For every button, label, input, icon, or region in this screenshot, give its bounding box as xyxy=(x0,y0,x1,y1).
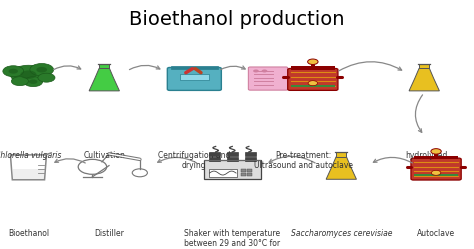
Polygon shape xyxy=(336,152,346,157)
Circle shape xyxy=(3,66,24,77)
Text: Shaker with temperature
between 29 and 30°C for
alcoholic fermentation: Shaker with temperature between 29 and 3… xyxy=(184,229,280,249)
Circle shape xyxy=(308,59,318,64)
Circle shape xyxy=(20,70,36,79)
FancyBboxPatch shape xyxy=(411,158,461,180)
Bar xyxy=(209,157,220,161)
Bar xyxy=(227,157,238,161)
Circle shape xyxy=(24,77,43,87)
Polygon shape xyxy=(326,157,356,179)
Circle shape xyxy=(431,170,441,175)
Bar xyxy=(434,153,438,156)
Bar xyxy=(171,66,218,69)
Circle shape xyxy=(36,67,47,72)
Circle shape xyxy=(38,73,55,82)
Bar xyxy=(209,169,237,177)
Bar xyxy=(291,85,335,87)
Circle shape xyxy=(30,63,54,76)
Polygon shape xyxy=(419,64,429,68)
Text: Autoclave: Autoclave xyxy=(417,229,455,238)
Bar xyxy=(311,64,315,66)
Text: Pre-treatment:
Ultrasound and autoclave: Pre-treatment: Ultrasound and autoclave xyxy=(254,151,353,170)
Circle shape xyxy=(308,81,318,86)
Bar xyxy=(241,173,246,176)
Text: hydrolyzed: hydrolyzed xyxy=(405,151,448,160)
Bar xyxy=(291,66,335,70)
Text: Cultivation: Cultivation xyxy=(83,151,125,160)
Bar xyxy=(245,152,256,156)
Circle shape xyxy=(11,77,28,86)
FancyBboxPatch shape xyxy=(248,67,288,90)
Bar xyxy=(247,173,252,176)
Text: Bioethanol production: Bioethanol production xyxy=(129,10,345,29)
Bar xyxy=(241,169,246,172)
Polygon shape xyxy=(99,64,109,68)
Polygon shape xyxy=(409,68,439,91)
Text: Centrifugation and
drying: Centrifugation and drying xyxy=(158,151,230,170)
Bar xyxy=(180,74,209,80)
Circle shape xyxy=(10,65,46,84)
Bar xyxy=(204,160,261,161)
Circle shape xyxy=(262,69,267,72)
Circle shape xyxy=(9,69,18,74)
Circle shape xyxy=(29,79,37,84)
Bar xyxy=(227,152,238,156)
Text: Bioethanol: Bioethanol xyxy=(8,229,49,238)
Text: Distiller: Distiller xyxy=(94,229,124,238)
Circle shape xyxy=(431,149,441,154)
Bar xyxy=(247,169,252,172)
Polygon shape xyxy=(89,68,119,91)
Circle shape xyxy=(253,69,259,72)
FancyBboxPatch shape xyxy=(167,67,221,90)
Bar xyxy=(414,174,458,176)
Bar xyxy=(209,152,220,156)
FancyBboxPatch shape xyxy=(288,68,338,90)
Bar xyxy=(245,157,256,161)
Polygon shape xyxy=(13,169,44,179)
Bar xyxy=(414,156,458,159)
Text: Saccharomyces cerevisiae: Saccharomyces cerevisiae xyxy=(291,229,392,238)
Text: Chlorella vulgaris: Chlorella vulgaris xyxy=(0,151,62,160)
FancyBboxPatch shape xyxy=(204,160,261,179)
